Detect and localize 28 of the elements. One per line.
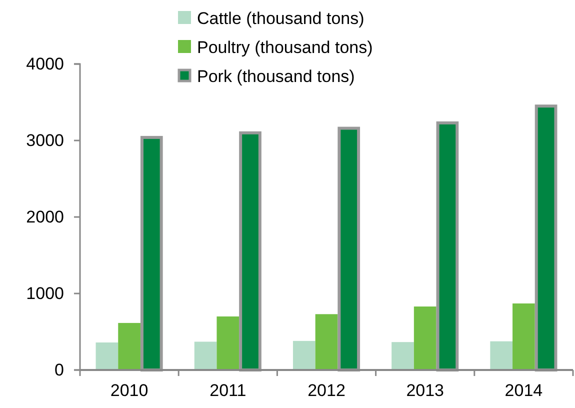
bar — [315, 314, 338, 370]
bar — [512, 303, 535, 370]
legend-label: Cattle (thousand tons) — [197, 8, 364, 28]
legend-label: Pork (thousand tons) — [197, 66, 355, 86]
bar — [436, 121, 459, 372]
bar — [140, 136, 163, 372]
x-tick-label: 2013 — [406, 381, 444, 400]
bar — [216, 316, 240, 370]
bar — [118, 322, 140, 370]
bar — [194, 342, 217, 370]
bar — [414, 306, 436, 370]
bar — [392, 342, 414, 370]
bar — [239, 131, 262, 372]
y-tick-label: 3000 — [26, 130, 64, 150]
y-tick-label: 1000 — [26, 284, 64, 303]
bar — [96, 342, 118, 370]
bar — [490, 341, 513, 370]
bar — [292, 340, 316, 370]
y-tick-label: 2000 — [26, 207, 64, 226]
x-tick-label: 2012 — [308, 381, 346, 400]
bar — [338, 126, 360, 372]
x-tick-label: 2014 — [504, 381, 543, 400]
bar — [534, 104, 558, 372]
y-tick-label: 0 — [54, 360, 64, 380]
y-tick-label: 4000 — [26, 54, 64, 74]
x-tick-label: 2010 — [110, 381, 148, 400]
legend-label: Poultry (thousand tons) — [197, 38, 373, 57]
x-tick-label: 2011 — [210, 381, 246, 400]
